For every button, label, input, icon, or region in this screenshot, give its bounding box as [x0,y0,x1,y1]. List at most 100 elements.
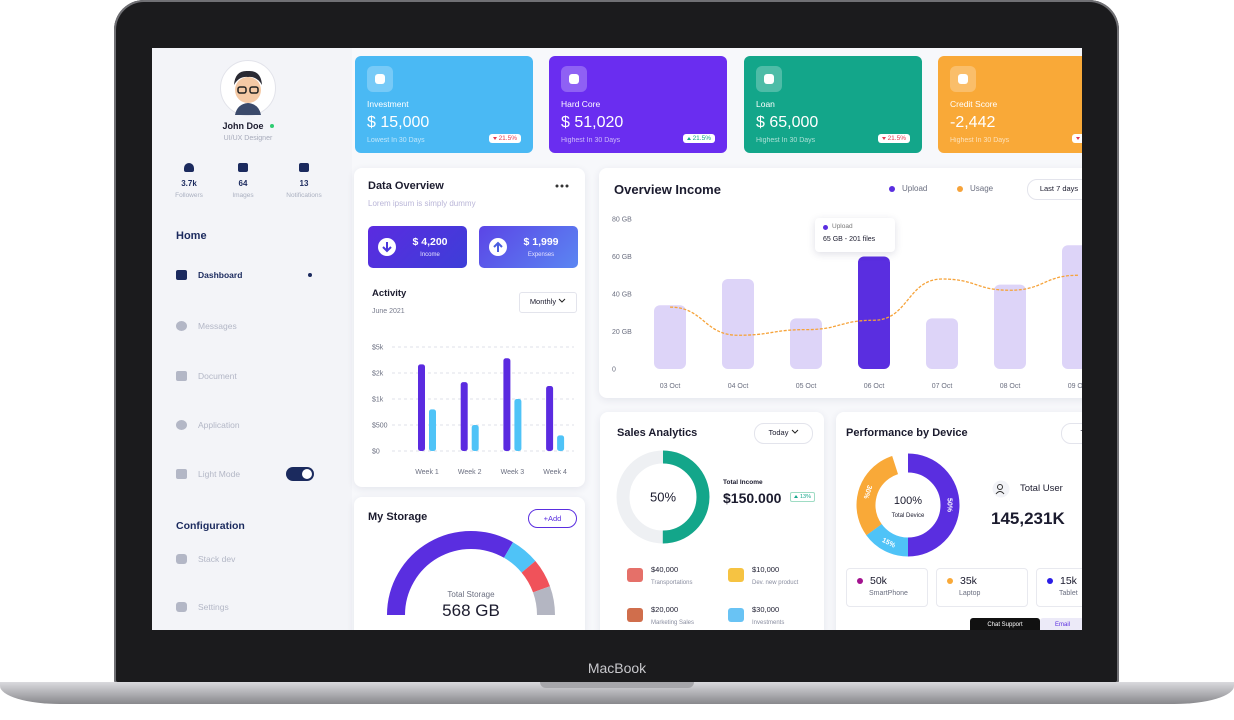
stat-card-change: 21.5% [682,134,715,143]
stat-card-note: Lowest In 30 Days [367,137,425,144]
card-title: Sales Analytics [617,427,698,439]
footer-button[interactable]: Email [1040,618,1082,630]
stat-card[interactable]: Hard Core $ 51,020 Highest In 30 Days 21.5% [549,56,727,153]
nav-item[interactable]: Document [198,371,237,381]
income-filter[interactable]: Last 7 days [1027,179,1082,200]
change-arrow [492,136,497,140]
tooltip-title: Upload [832,223,853,230]
stat-card[interactable]: Investment $ 15,000 Lowest In 30 Days 21.5% [355,56,533,153]
nav-item[interactable]: Light Mode [198,469,241,479]
tooltip: Upload 65 GB - 201 files [815,218,895,252]
change-text: 21.5% [887,135,906,142]
data-overview-card: Data Overview Lorem ipsum is simply dumm… [354,168,585,487]
total-user-label: Total User [1020,483,1063,494]
change-arrow [794,495,798,498]
mode-toggle[interactable] [286,467,314,481]
card-title: Data Overview [368,180,444,192]
stat-card[interactable]: Credit Score -2,442 Highest In 30 Days 21.5… [938,56,1082,153]
nav-icon [176,420,187,430]
device-box[interactable]: 35k Laptop [936,568,1028,607]
device-value: 15k [1060,575,1077,587]
stat-card-title: Hard Core [561,99,601,109]
more-button[interactable] [554,183,570,189]
tooltip-dot [823,225,828,230]
nav-item[interactable]: Settings [198,602,229,612]
stat-label: Followers [175,192,203,199]
nav-icon [176,371,187,381]
activity-period: June 2021 [372,308,405,315]
config-heading: Configuration [176,520,245,532]
expenses-icon [489,238,507,256]
nav-item[interactable]: Messages [198,321,237,331]
stat-icon [238,163,248,172]
total-income-label: Total Income [723,479,763,486]
footer-button[interactable]: Chat Support [970,618,1040,630]
expenses-value: $ 1,999 [523,236,559,248]
toggle-knob [302,469,312,479]
income-label: Income [420,252,440,258]
stat-card-icon [756,66,782,92]
stat-value: 3.7k [181,179,197,188]
storage-card: My Storage +Add Total Storage 568 GB [354,497,585,630]
activity-title: Activity [372,288,407,299]
card-title: Overview Income [614,182,721,197]
online-dot [270,124,274,128]
card-title: Performance by Device [846,427,968,439]
stat-value: 13 [299,179,309,188]
user-icon [992,480,1010,498]
device-value: 35k [960,575,977,587]
stat-card-change: 21.5% [877,134,910,143]
device-dot [857,578,863,584]
avatar-face [234,70,262,115]
nav-icon [176,469,187,479]
activity-filter[interactable]: Monthly [519,292,577,313]
stat-card-note: Highest In 30 Days [756,137,816,144]
storage-label: Total Storage [447,590,495,599]
stat-card-icon [950,66,976,92]
sales-card: Sales Analytics Today Total Income $150.… [600,412,824,630]
stat-card-icon [561,66,587,92]
stat-card-title: Credit Score [950,99,998,109]
income-value: $ 4,200 [412,236,448,248]
add-button[interactable]: +Add [528,509,577,528]
device-label: Tablet [1059,590,1078,597]
change-arrow [1075,136,1080,140]
device-label: MacBook [587,660,647,676]
nav-item[interactable]: Stack dev [198,554,236,564]
stat-card-value: -2,442 [950,114,996,131]
nav-icon [176,602,187,612]
avatar[interactable] [220,60,276,116]
sales-filter[interactable]: Today [754,423,813,444]
stat-label: Notifications [286,192,322,199]
legend-dot [957,186,963,192]
stat-card-value: $ 51,020 [561,114,624,131]
active-dot [308,273,312,277]
device-label: Laptop [959,590,981,597]
nav-item[interactable]: Application [198,420,240,430]
icon-glyph [764,74,774,84]
income-button[interactable]: $ 4,200 Income [368,226,467,268]
profile-role: UI/UX Designer [223,135,273,142]
stat-card-value: $ 15,000 [367,114,430,131]
stat-card-change: 21.5% [488,134,521,143]
stat-card[interactable]: Loan $ 65,000 Highest In 30 Days 21.5% [744,56,922,153]
stat-card-title: Investment [367,99,409,109]
device-box[interactable]: 50k SmartPhone [846,568,928,607]
storage-value: 568 GB [442,601,500,620]
legend-label: Usage [970,184,994,193]
nav-item[interactable]: Dashboard [198,270,243,280]
profile-name: John Doe [222,121,264,131]
filter-text: Monthly [529,297,557,306]
device-dot [1047,578,1053,584]
expenses-button[interactable]: $ 1,999 Expenses [479,226,578,268]
stat-icon [184,163,194,172]
device-box[interactable]: 15k Tablet [1036,568,1082,607]
legend-label: Upload [902,184,928,193]
device-dot [947,578,953,584]
stat-card-note: Highest In 30 Days [561,137,621,144]
total-user: 145,231K [991,509,1065,528]
total-income: $150.000 [723,490,782,506]
performance-filter[interactable]: Today [1061,423,1082,444]
icon-glyph [375,74,385,84]
legend-dot [889,186,895,192]
